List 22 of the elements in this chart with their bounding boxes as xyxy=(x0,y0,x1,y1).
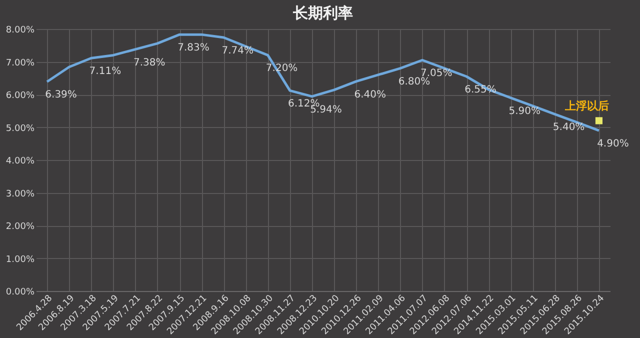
data-label: 6.80% xyxy=(398,76,430,88)
data-label: 7.11% xyxy=(89,66,122,78)
data-label: 5.40% xyxy=(552,122,585,134)
chart-title: 长期利率 xyxy=(292,4,353,22)
y-tick-label: 0.00% xyxy=(6,288,35,298)
data-label: 5.90% xyxy=(508,106,541,117)
data-label: 7.38% xyxy=(133,57,166,68)
y-tick-label: 4.00% xyxy=(6,156,35,166)
data-label: 7.83% xyxy=(178,42,210,54)
annotation: 上浮以后 xyxy=(564,100,609,113)
y-tick-label: 6.00% xyxy=(6,91,35,101)
y-tick-label: 2.00% xyxy=(6,222,35,232)
y-tick-label: 5.00% xyxy=(6,124,35,134)
data-label: 7.74% xyxy=(222,46,254,57)
data-label: 5.94% xyxy=(310,104,342,116)
data-label: 4.90% xyxy=(597,138,629,150)
y-tick-label: 8.00% xyxy=(6,26,35,36)
y-tick-label: 7.00% xyxy=(6,58,35,68)
data-label: 6.39% xyxy=(45,90,77,101)
y-tick-label: 1.00% xyxy=(6,254,35,265)
data-label: 6.40% xyxy=(354,89,386,100)
y-tick-label: 3.00% xyxy=(6,189,35,200)
